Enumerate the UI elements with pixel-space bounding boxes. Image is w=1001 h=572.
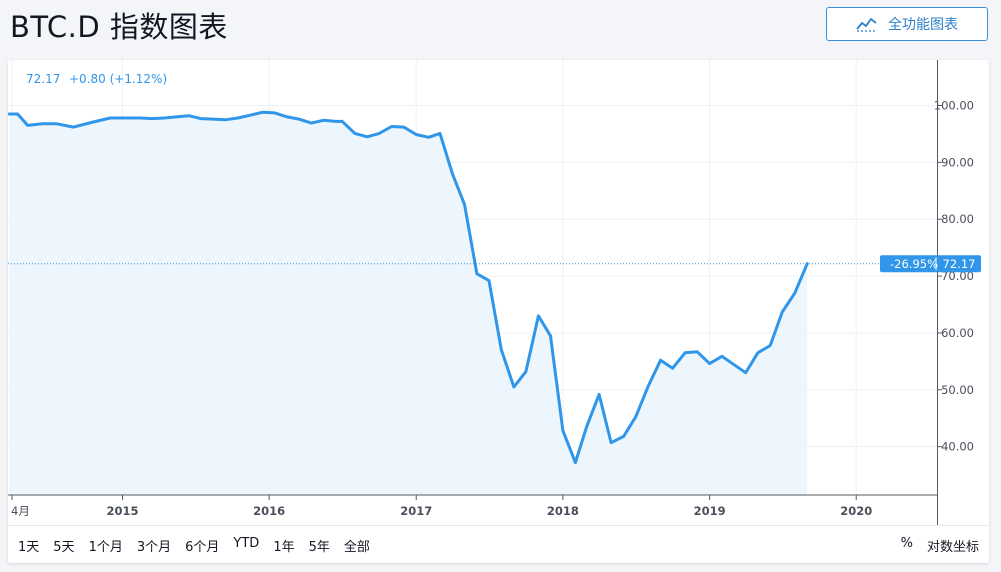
full-chart-button[interactable]: 全功能图表 (826, 7, 988, 41)
legend-change: +0.80 (+1.12%) (69, 72, 167, 86)
log-scale-button[interactable]: 对数坐标 (926, 540, 979, 555)
range-button[interactable]: 6个月 (185, 540, 220, 555)
x-tick-label: 2017 (400, 504, 432, 518)
range-button[interactable]: YTD (233, 536, 260, 551)
range-button[interactable]: 5天 (53, 540, 75, 555)
percent-scale-button[interactable]: % (900, 536, 913, 551)
y-tick-label: 40.00 (941, 440, 974, 454)
x-tick-label: 2019 (694, 504, 726, 518)
x-axis-ticks: 4月 2015 2016 2017 2018 2019 2020 (11, 495, 872, 518)
y-tick-label: 60.00 (941, 326, 974, 340)
x-tick-label: 2015 (107, 504, 139, 518)
chart-canvas[interactable]: 100.00 90.00 80.00 70.00 60.00 50.00 40.00 4月 2… (8, 60, 989, 525)
range-button[interactable]: 5年 (308, 540, 330, 555)
y-tick-label: 80.00 (941, 212, 974, 226)
series-line (8, 110, 809, 465)
page-title: BTC.D 指数图表 (10, 10, 228, 44)
range-button[interactable]: 1个月 (88, 540, 123, 555)
chart-card: 100.00 90.00 80.00 70.00 60.00 50.00 40.00 4月 2… (8, 60, 989, 563)
y-axis-ticks: 100.00 90.00 80.00 70.00 60.00 50.00 40.00 (934, 98, 974, 453)
price-tag-value: 72.17 (943, 257, 976, 271)
price-tag-percent: -26.95% (890, 257, 938, 271)
x-tick-label: 4月 (11, 504, 30, 518)
full-chart-label: 全功能图表 (888, 17, 958, 33)
x-tick-label: 2020 (840, 504, 872, 518)
y-tick-label: 70.00 (941, 269, 974, 283)
range-button[interactable]: 全部 (343, 540, 370, 555)
y-tick-label: 100.00 (934, 98, 974, 112)
y-tick-label: 50.00 (941, 383, 974, 397)
x-tick-label: 2018 (547, 504, 579, 518)
range-button[interactable]: 1年 (273, 540, 295, 555)
chart-line-icon (856, 17, 877, 32)
range-button[interactable]: 3个月 (136, 540, 172, 555)
x-tick-label: 2016 (253, 504, 285, 518)
y-tick-label: 90.00 (941, 155, 974, 169)
legend-value: 72.17 (26, 72, 60, 86)
range-button[interactable]: 1天 (18, 540, 40, 555)
range-toolbar: 1天 5天 1个月 3个月 6个月 YTD 1年 5年 全部 % 对数坐标 (8, 525, 989, 563)
price-tag: -26.95% 72.17 (880, 255, 981, 273)
range-buttons: 1天 5天 1个月 3个月 6个月 YTD 1年 5年 全部 (18, 536, 370, 555)
series-area (9, 112, 808, 496)
